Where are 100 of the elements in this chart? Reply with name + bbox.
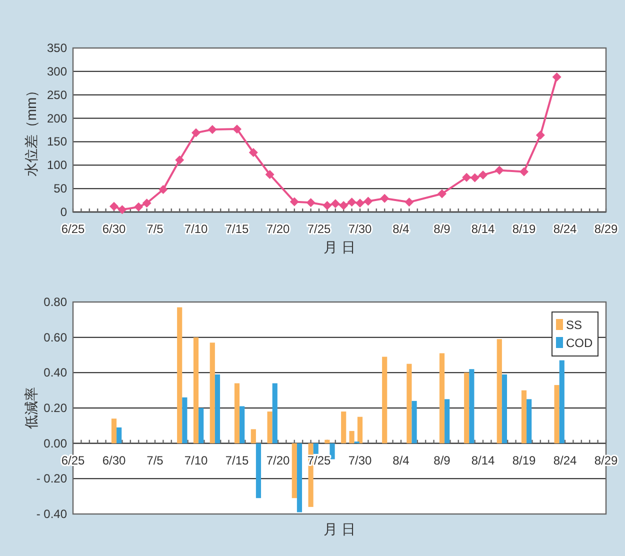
- point: [364, 196, 373, 206]
- bar: [198, 408, 204, 444]
- bar: [559, 360, 564, 444]
- bar: [111, 418, 117, 444]
- x-tick-label: 8/24: [553, 222, 577, 236]
- bar: [526, 399, 532, 444]
- bar: [272, 383, 278, 444]
- point: [339, 200, 348, 210]
- x-tick-label: 7/20: [266, 453, 290, 468]
- x-tick-label: 6/30: [102, 222, 126, 236]
- y-tick-label: 0.60: [44, 330, 68, 344]
- x-tick-label: 7/30: [348, 453, 372, 468]
- point: [290, 197, 299, 206]
- bar: [469, 369, 474, 444]
- point: [118, 205, 127, 214]
- bar: [177, 307, 182, 444]
- point: [134, 202, 144, 212]
- x-tick-label: 8/9: [434, 222, 451, 236]
- y-tick-label: 0.00: [44, 436, 68, 450]
- x-tick-label: 8/9: [434, 453, 451, 468]
- point: [356, 198, 364, 208]
- y-tick-label: - 0.20: [36, 472, 68, 486]
- point: [248, 148, 258, 157]
- bar: [193, 337, 199, 444]
- bar: [349, 430, 354, 444]
- y-tick-label: 100: [46, 158, 68, 172]
- bar: [234, 383, 240, 444]
- bar: [496, 339, 502, 444]
- point: [265, 170, 274, 180]
- x-tick-label: 7/25: [307, 222, 331, 236]
- bar: [357, 416, 363, 444]
- point: [494, 166, 504, 175]
- bar: [502, 374, 508, 444]
- bar: [554, 385, 560, 444]
- point: [158, 185, 168, 194]
- bar: [292, 443, 297, 498]
- bar: [296, 443, 302, 512]
- x-axis-title: 月 日: [324, 521, 356, 537]
- point: [438, 189, 446, 198]
- point: [322, 200, 332, 210]
- y-axis-title: 低減率: [23, 387, 39, 429]
- y-tick-label: 50: [54, 182, 68, 196]
- bar: [406, 364, 412, 444]
- x-tick-label: 8/19: [512, 222, 536, 236]
- bar: [214, 374, 220, 444]
- bar: [330, 443, 335, 460]
- point: [462, 172, 472, 182]
- x-tick-label: 8/14: [471, 453, 495, 468]
- point: [306, 198, 316, 208]
- point: [175, 155, 184, 164]
- x-tick-label: 7/10: [184, 222, 208, 236]
- x-tick-label: 7/15: [225, 453, 249, 468]
- x-tick-label: 8/4: [392, 222, 410, 236]
- x-tick-label: 8/24: [553, 453, 577, 468]
- point: [110, 202, 118, 211]
- y-tick-label: 300: [46, 64, 68, 78]
- legend-label: SS: [566, 318, 582, 332]
- bar: [210, 342, 215, 444]
- point: [380, 194, 390, 203]
- y-tick-label: 200: [46, 111, 68, 126]
- point: [232, 124, 242, 134]
- x-tick-label: 7/20: [266, 222, 290, 236]
- point: [536, 130, 545, 140]
- bar: [256, 443, 262, 498]
- point: [552, 72, 562, 82]
- bar: [267, 412, 272, 444]
- bar: [341, 412, 346, 444]
- point: [520, 167, 528, 176]
- y-axis-title: 水位差（mm）: [23, 83, 39, 177]
- bar: [382, 356, 388, 444]
- y-tick-label: 0: [60, 205, 68, 219]
- bar: [439, 353, 445, 444]
- y-tick-label: 250: [46, 88, 68, 102]
- y-tick-label: - 0.40: [36, 507, 68, 521]
- x-tick-label: 8/29: [594, 222, 618, 236]
- y-tick-label: 0.20: [44, 401, 68, 415]
- x-tick-label: 7/5: [146, 222, 164, 236]
- bar: [250, 429, 256, 444]
- point: [192, 128, 200, 138]
- x-tick-label: 6/30: [102, 453, 126, 468]
- x-tick-label: 8/19: [512, 453, 536, 468]
- y-tick-label: 350: [46, 41, 68, 55]
- x-tick-label: 7/30: [348, 222, 372, 236]
- bar: [116, 427, 122, 444]
- bar: [521, 390, 527, 444]
- point: [404, 198, 414, 207]
- bar: [182, 397, 188, 444]
- x-tick-label: 7/5: [146, 453, 164, 468]
- bar: [412, 400, 417, 444]
- y-tick-label: 0.40: [44, 366, 68, 380]
- point: [347, 198, 356, 207]
- point: [330, 199, 340, 208]
- x-tick-label: 7/15: [225, 222, 249, 236]
- x-tick-label: 7/10: [184, 453, 208, 468]
- x-tick-label: 6/25: [61, 222, 85, 236]
- x-axis-title: 月 日: [324, 239, 356, 255]
- x-tick-label: 8/14: [471, 222, 495, 236]
- bar: [240, 406, 245, 444]
- y-tick-label: 150: [46, 134, 68, 149]
- point: [208, 125, 217, 134]
